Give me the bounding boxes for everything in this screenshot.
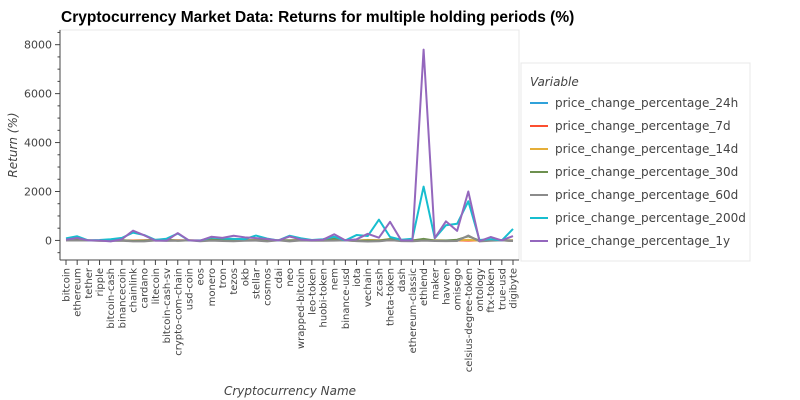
legend-box bbox=[520, 62, 751, 262]
x-tick-label: monero bbox=[207, 268, 218, 306]
x-tick-label: maker bbox=[430, 267, 441, 299]
plot-area bbox=[59, 29, 520, 261]
x-tick-label: havven bbox=[441, 268, 452, 305]
x-tick-label: litecoin bbox=[151, 268, 162, 304]
x-tick-label: ethereum bbox=[73, 268, 84, 317]
x-tick-label: okb bbox=[240, 268, 251, 286]
x-tick-label: zcash bbox=[374, 268, 385, 296]
x-tick-label: vechain bbox=[363, 268, 374, 307]
legend-label: price_change_percentage_200d bbox=[555, 211, 746, 225]
x-tick-label: binancecoin bbox=[117, 268, 128, 328]
x-tick-label: binance-usd bbox=[341, 268, 352, 329]
x-tick-label: usd-coin bbox=[184, 268, 195, 310]
x-tick-label: bitcoin bbox=[62, 268, 73, 302]
y-axis-label: Return (%) bbox=[6, 112, 20, 177]
x-tick-label: cosmos bbox=[263, 268, 274, 306]
chart-title: Cryptocurrency Market Data: Returns for … bbox=[61, 9, 574, 26]
legend-label: price_change_percentage_1y bbox=[555, 234, 730, 248]
x-tick-label: huobi-token bbox=[319, 268, 330, 328]
x-tick-label: celsius-degree-token bbox=[464, 268, 475, 372]
x-axis: bitcoin ethereum tether ripple bitcoin-cash b… bbox=[60, 259, 520, 372]
x-tick-label: chainlink bbox=[129, 268, 140, 313]
x-tick-label: theta-token bbox=[386, 268, 397, 326]
x-tick-label: omisego bbox=[453, 268, 464, 310]
y-tick-label: 8000 bbox=[24, 39, 52, 52]
x-tick-label: ripple bbox=[95, 268, 106, 297]
legend-label: price_change_percentage_30d bbox=[555, 165, 738, 179]
x-tick-label: tezos bbox=[229, 268, 240, 295]
y-axis: 0 2000 4000 6000 8000 bbox=[24, 30, 61, 260]
x-tick-label: crypto-com-chain bbox=[173, 268, 184, 356]
x-tick-label: neo bbox=[285, 268, 296, 287]
series-line bbox=[65, 234, 514, 243]
legend-label: price_change_percentage_7d bbox=[555, 119, 731, 133]
x-tick-label: ontology bbox=[475, 268, 486, 312]
y-tick-label: 2000 bbox=[24, 185, 52, 198]
x-tick-label: ftx-token bbox=[486, 268, 497, 313]
y-tick-label: 6000 bbox=[24, 88, 52, 101]
series-lines bbox=[65, 48, 514, 243]
legend-label: price_change_percentage_24h bbox=[555, 96, 738, 110]
x-tick-label: wrapped-bitcoin bbox=[296, 268, 307, 349]
x-tick-label: iota bbox=[352, 268, 363, 287]
x-axis-label: Cryptocurrency Name bbox=[224, 384, 356, 398]
x-tick-label: tron bbox=[218, 268, 229, 288]
x-tick-label: ethlend bbox=[419, 268, 430, 306]
x-tick-label: ethereum-classic bbox=[408, 268, 419, 353]
x-tick-label: leo-token bbox=[307, 268, 318, 315]
x-tick-label: dash bbox=[397, 268, 408, 292]
series-line bbox=[65, 48, 514, 243]
y-tick-label: 4000 bbox=[24, 137, 52, 150]
x-tick-label: stellar bbox=[251, 267, 262, 299]
legend: Variable price_change_percentage_24hpric… bbox=[520, 62, 751, 262]
legend-label: price_change_percentage_60d bbox=[555, 188, 738, 202]
x-tick-label: cardano bbox=[140, 268, 151, 309]
x-tick-label: tether bbox=[84, 267, 95, 298]
x-tick-label: digibyte bbox=[509, 268, 520, 309]
x-tick-label: cdai bbox=[274, 268, 285, 289]
x-tick-label: eos bbox=[196, 268, 207, 285]
x-tick-label: true-usd bbox=[497, 268, 508, 310]
x-tick-label: bitcoin-cash bbox=[106, 268, 117, 329]
legend-items: price_change_percentage_24h price_change_… bbox=[530, 96, 746, 248]
y-tick-label: 0 bbox=[45, 234, 52, 247]
x-tick-label: bitcoin-cash-sv bbox=[162, 268, 173, 343]
x-tick-label: nem bbox=[330, 268, 341, 290]
legend-label: price_change_percentage_14d bbox=[555, 142, 738, 156]
legend-title: Variable bbox=[530, 75, 579, 89]
